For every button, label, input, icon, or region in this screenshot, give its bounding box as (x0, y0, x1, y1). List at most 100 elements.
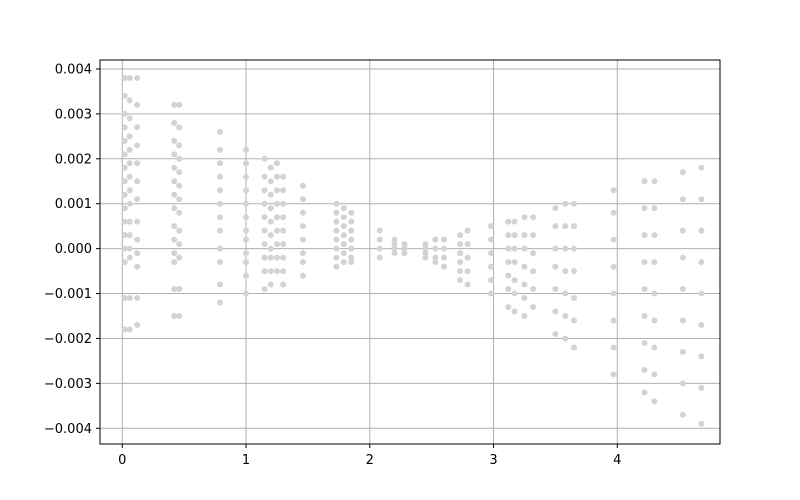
scatter-point (267, 191, 274, 198)
scatter-point (348, 218, 355, 225)
scatter-point (217, 146, 224, 153)
scatter-point (126, 173, 133, 180)
scatter-point (243, 250, 250, 257)
x-tick-label: 1 (242, 453, 250, 468)
scatter-point (441, 245, 448, 252)
scatter-point (126, 200, 133, 207)
scatter-point (457, 277, 464, 284)
scatter-point (217, 245, 224, 252)
scatter-point (641, 259, 648, 266)
scatter-point (679, 348, 686, 355)
scatter-point (280, 173, 287, 180)
scatter-point (267, 164, 274, 171)
scatter-point (134, 263, 141, 270)
scatter-point (679, 169, 686, 176)
scatter-point (679, 380, 686, 387)
scatter-point (273, 227, 280, 234)
scatter-point (391, 245, 398, 252)
scatter-point (333, 227, 340, 234)
scatter-point (562, 223, 569, 230)
scatter-point (280, 254, 287, 261)
scatter-point (348, 227, 355, 234)
scatter-point (121, 124, 128, 131)
scatter-point (641, 286, 648, 293)
scatter-point (679, 286, 686, 293)
scatter-point (488, 277, 495, 284)
scatter-point (521, 295, 528, 302)
scatter-point (391, 250, 398, 257)
scatter-point (121, 74, 128, 81)
scatter-point (562, 313, 569, 319)
scatter-point (171, 137, 178, 144)
scatter-point (488, 236, 495, 243)
scatter-point (505, 232, 512, 239)
scatter-point (488, 223, 495, 230)
scatter-point (552, 245, 559, 252)
scatter-point (511, 290, 518, 297)
scatter-point (126, 245, 133, 252)
plot-area-frame (99, 59, 721, 445)
scatter-point (641, 205, 648, 212)
scatter-point (171, 164, 178, 171)
scatter-point (176, 313, 183, 319)
scatter-point (679, 196, 686, 203)
scatter-point (552, 205, 559, 212)
scatter-point (651, 205, 658, 212)
scatter-point (273, 254, 280, 261)
scatter-point (299, 182, 306, 189)
scatter-point (261, 286, 268, 293)
scatter-point (299, 250, 306, 257)
y-tick-label: 0.001 (55, 197, 92, 212)
scatter-point (464, 227, 471, 234)
scatter-point (267, 218, 274, 225)
scatter-point (176, 241, 183, 248)
scatter-point (651, 259, 658, 266)
scatter-point (267, 178, 274, 185)
scatter-point (217, 160, 224, 167)
x-tick-label: 0 (118, 453, 126, 468)
scatter-point (401, 250, 408, 257)
scatter-point (530, 268, 537, 275)
scatter-point (521, 281, 528, 288)
scatter-point (273, 214, 280, 221)
scatter-point (126, 160, 133, 167)
scatter-point (299, 259, 306, 266)
scatter-point (570, 200, 577, 207)
scatter-point (457, 250, 464, 257)
scatter-point (243, 259, 250, 266)
scatter-point (134, 74, 141, 81)
scatter-point (134, 196, 141, 203)
scatter-point (679, 227, 686, 234)
y-tick-label: −0.001 (44, 287, 92, 302)
scatter-point (552, 286, 559, 293)
scatter-point (570, 344, 577, 351)
scatter-point (505, 218, 512, 225)
scatter-point (505, 272, 512, 279)
y-tick-label: 0.002 (55, 152, 92, 167)
scatter-point (126, 115, 133, 122)
scatter-point (217, 299, 224, 306)
x-tick-label: 4 (613, 453, 621, 468)
scatter-point (126, 187, 133, 194)
scatter-point (511, 277, 518, 284)
scatter-point (299, 272, 306, 279)
scatter-point (530, 232, 537, 239)
scatter-point (171, 191, 178, 198)
scatter-point (176, 227, 183, 234)
scatter-point (340, 232, 347, 239)
y-tick-label: 0.003 (55, 107, 92, 122)
scatter-point (698, 164, 705, 171)
scatter-point (505, 286, 512, 293)
scatter-point (340, 241, 347, 248)
scatter-point (457, 232, 464, 239)
scatter-point (171, 286, 178, 293)
scatter-point (441, 236, 448, 243)
scatter-point (570, 223, 577, 230)
scatter-point (280, 227, 287, 234)
scatter-point (530, 250, 537, 257)
scatter-point (171, 236, 178, 243)
scatter-point (464, 254, 471, 261)
scatter-point (562, 268, 569, 275)
scatter-point (340, 223, 347, 230)
